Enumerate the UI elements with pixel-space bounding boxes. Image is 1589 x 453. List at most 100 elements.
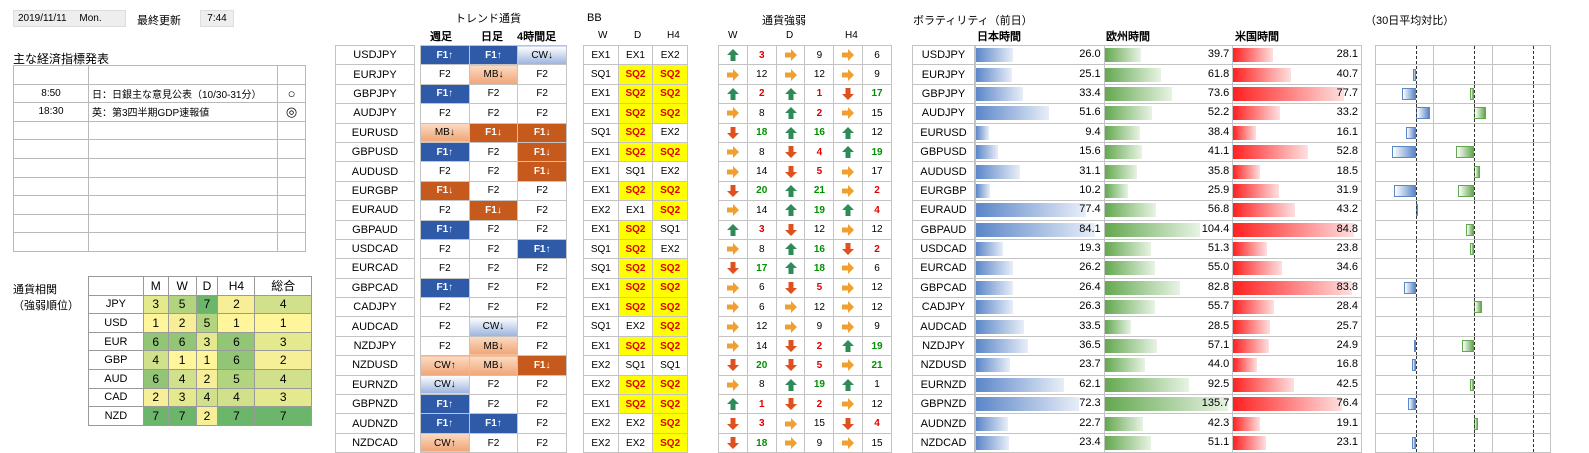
strength-row: 17 18 6 xyxy=(718,258,892,279)
vol-bar xyxy=(976,86,1024,101)
vol-value: 25.7 xyxy=(1336,319,1358,332)
rel-baseline xyxy=(1474,201,1476,220)
rel-cell-inner xyxy=(1376,414,1433,433)
corr-rank: 1 xyxy=(254,313,312,333)
vol-cell-inner: 31.1 xyxy=(976,163,1104,181)
strength-arrow-icon xyxy=(718,432,748,453)
strength-value: 8 xyxy=(746,238,777,260)
corr-row: JPY 3 5 7 2 4 xyxy=(88,294,312,315)
vol-value: 51.6 xyxy=(1079,106,1101,119)
vol-row: 15.6 41.1 52.8 xyxy=(975,141,1362,163)
bb-cell: SQ2 xyxy=(617,335,654,357)
trend-cell: CW↓ xyxy=(420,374,470,396)
rel-cell-inner xyxy=(1493,434,1550,452)
trend-table: F1↑ F1↑ CW↓ F2 MB↓ F2 F1↑ F2 F2 F2 F2 F2 MB↓ F1↓ F1↓ F1… xyxy=(420,44,567,453)
vol-cell-inner: 9.4 xyxy=(976,124,1104,142)
pair-row: AUDUSD xyxy=(335,161,415,182)
econ-event xyxy=(88,232,278,252)
rel-cell-inner xyxy=(1376,162,1433,181)
vol-value: 61.8 xyxy=(1207,67,1230,80)
trend-cell: F2 xyxy=(468,432,519,453)
bb-cell: EX2 xyxy=(583,355,619,376)
vol-bar xyxy=(976,280,1014,295)
vol-value: 38.4 xyxy=(1207,125,1230,138)
rel-cell-inner xyxy=(1493,259,1550,278)
bb-cell: EX1 xyxy=(617,44,654,66)
pair-row: GBPAUD xyxy=(912,219,975,240)
corr-rank: 6 xyxy=(167,331,197,352)
trend-cell: F2 xyxy=(468,141,519,163)
rel-cell xyxy=(1491,103,1552,124)
rel-cell-inner xyxy=(1493,46,1550,65)
rel-baseline xyxy=(1474,317,1476,336)
vol-cell: 44.0 xyxy=(1103,355,1234,376)
pair-row: EURJPY xyxy=(335,64,415,85)
vol-bar xyxy=(1233,242,1268,257)
rel-baseline xyxy=(1416,356,1418,375)
pair-name: AUDJPY xyxy=(335,103,415,124)
rel-cell xyxy=(1374,316,1435,337)
bb-cell: EX2 xyxy=(652,44,688,66)
rel-baseline xyxy=(1416,259,1418,278)
strength-row: 14 19 4 xyxy=(718,200,892,221)
econ-row xyxy=(13,65,306,85)
pair-name: GBPAUD xyxy=(912,219,975,240)
pair-row: NZDUSD xyxy=(912,355,975,376)
vol-bar xyxy=(1233,261,1283,276)
rel-baseline xyxy=(1532,375,1534,394)
rel-cell xyxy=(1491,44,1552,66)
bb-cell: SQ2 xyxy=(617,374,654,396)
vol-value: 28.5 xyxy=(1207,319,1230,332)
vol-bar xyxy=(1233,222,1354,237)
trend-row: F1↑ F2 F2 xyxy=(420,219,567,240)
pair-column: USDJPY EURJPY GBPJPY AUDJPY EURUSD GBPUSD AUDU… xyxy=(335,44,415,453)
header-time: 7:44 xyxy=(200,10,234,27)
bb-row: EX2 EX1 SQ2 xyxy=(583,200,688,221)
vol-value: 52.2 xyxy=(1207,106,1230,119)
vol-value: 23.4 xyxy=(1079,436,1101,448)
pair-name: GBPNZD xyxy=(335,394,415,415)
rel-baseline xyxy=(1532,123,1534,142)
rel-cell-inner xyxy=(1434,259,1491,278)
pair-row: USDCAD xyxy=(335,238,415,260)
vol-cell-inner: 51.6 xyxy=(976,104,1104,122)
rel-row xyxy=(1374,238,1552,260)
strength-arrow-icon xyxy=(775,141,806,163)
trend-row: F2 F2 F2 xyxy=(420,297,567,318)
vol-row: 31.1 35.8 18.5 xyxy=(975,161,1362,182)
rel-row xyxy=(1374,103,1552,124)
pair-name: GBPJPY xyxy=(912,83,975,105)
pair-row: NZDCAD xyxy=(335,432,415,453)
vol-cell-inner: 28.5 xyxy=(1104,318,1233,336)
strength-value: 8 xyxy=(746,141,777,163)
vol-value: 16.8 xyxy=(1336,358,1358,371)
corr-rank: 4 xyxy=(217,387,256,408)
vol-value: 57.1 xyxy=(1207,339,1230,352)
rel-cell-inner xyxy=(1434,317,1491,336)
strength-value: 2 xyxy=(862,180,892,202)
vol-cell: 31.9 xyxy=(1232,180,1362,202)
pair-row: NZDCAD xyxy=(912,432,975,453)
strength-value: 1 xyxy=(746,394,777,415)
vol-cell-inner: 26.0 xyxy=(976,46,1104,64)
trend-title: トレンド通貨 xyxy=(455,13,521,25)
bb-cell: EX1 xyxy=(583,141,619,163)
strength-arrow-icon xyxy=(775,297,806,318)
corr-rank: 5 xyxy=(217,368,256,389)
pair-name: AUDNZD xyxy=(912,413,975,434)
trend-cell: F1↑ xyxy=(420,83,470,105)
econ-mark xyxy=(277,65,306,85)
strength-arrow-icon xyxy=(718,141,748,163)
vol-cell-inner: 28.4 xyxy=(1233,298,1361,316)
vol-cell-inner: 52.2 xyxy=(1104,104,1233,122)
trend-cell: MB↓ xyxy=(468,64,519,85)
vol-value: 41.1 xyxy=(1207,145,1230,158)
rel-cell xyxy=(1491,413,1552,434)
trend-row: CW↑ F2 F2 xyxy=(420,432,567,453)
rel-cell-inner xyxy=(1434,337,1491,356)
vol-value: 26.4 xyxy=(1079,280,1101,293)
econ-mark xyxy=(277,120,306,141)
strength-value: 19 xyxy=(804,374,835,396)
vol-cell: 28.5 xyxy=(1103,316,1234,337)
vol-cell-inner: 44.0 xyxy=(1104,356,1233,374)
